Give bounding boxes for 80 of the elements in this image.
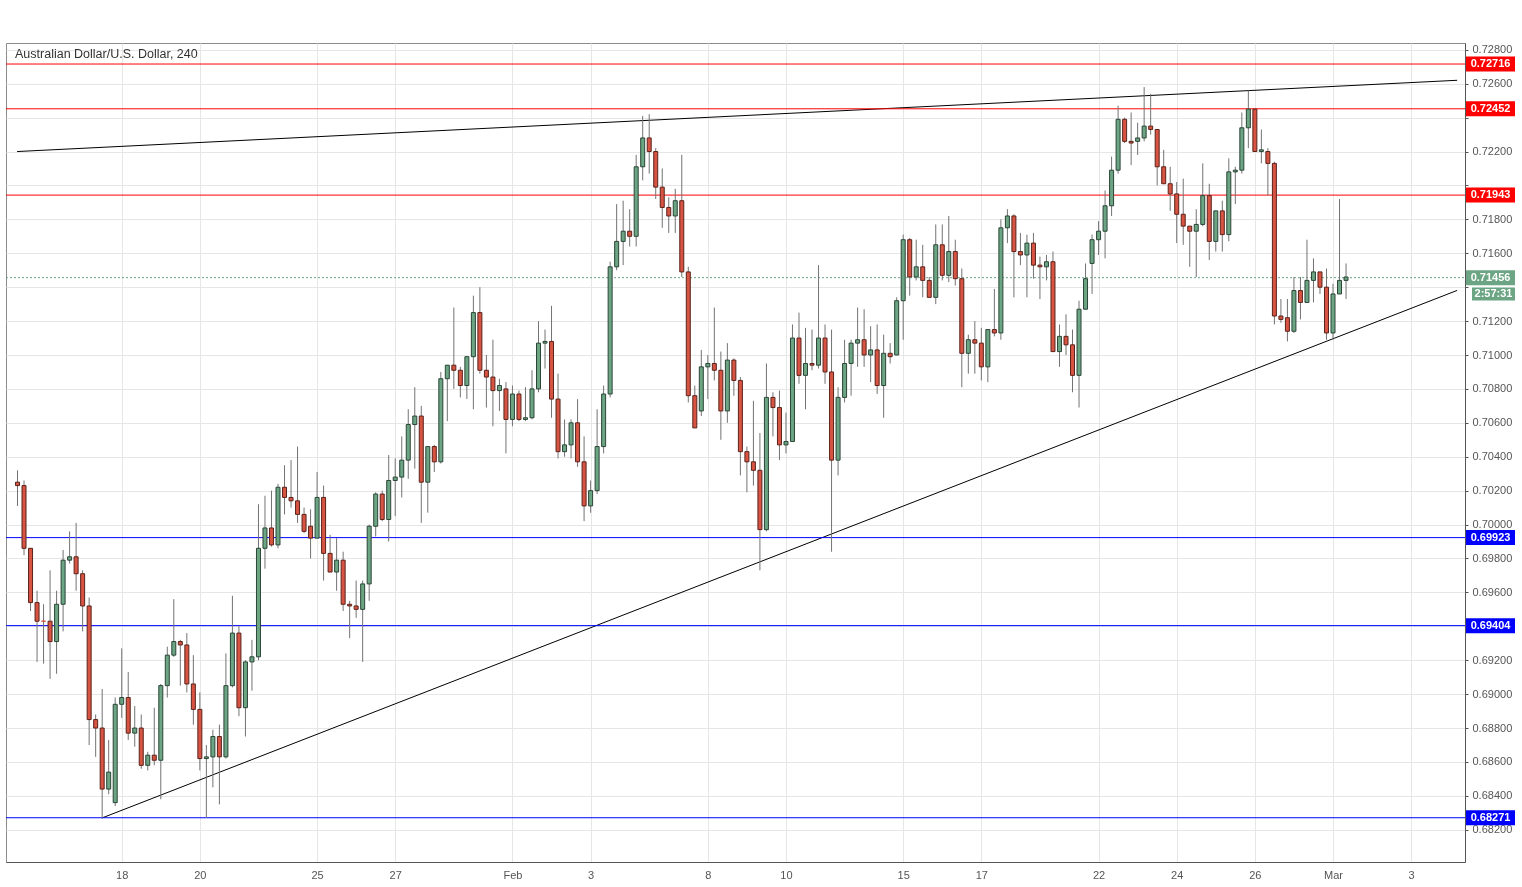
candlestick bbox=[1219, 200, 1225, 253]
x-tick-label: 17 bbox=[975, 868, 988, 881]
x-tick-label: 26 bbox=[1249, 868, 1262, 881]
x-tick-label: 15 bbox=[897, 868, 910, 881]
candlestick bbox=[151, 707, 157, 766]
candlestick bbox=[353, 580, 359, 619]
candlestick bbox=[972, 320, 978, 375]
y-tick-label: 0.72600 bbox=[1472, 77, 1513, 90]
text: 2:57:31 bbox=[1474, 287, 1513, 299]
candlestick bbox=[978, 327, 984, 381]
candlestick bbox=[627, 208, 633, 247]
candlestick bbox=[1056, 323, 1062, 368]
ref-line-label: 0.71943 bbox=[1470, 188, 1511, 201]
y-tick-label: 0.69800 bbox=[1472, 551, 1513, 564]
candlestick bbox=[457, 366, 463, 398]
y-tick-label: 0.68400 bbox=[1472, 789, 1513, 802]
candlestick bbox=[620, 200, 626, 266]
candlestick bbox=[106, 739, 112, 795]
ref-line-label: 0.72716 bbox=[1470, 57, 1511, 70]
candlestick bbox=[444, 364, 450, 422]
candlestick bbox=[920, 244, 926, 298]
x-tick-label: 27 bbox=[389, 868, 402, 881]
candlestick bbox=[965, 334, 971, 375]
candlestick bbox=[268, 490, 274, 548]
y-tick-label: 0.68200 bbox=[1472, 823, 1513, 836]
candlestick bbox=[334, 537, 340, 592]
candlestick bbox=[1141, 86, 1147, 142]
candlestick bbox=[926, 276, 932, 298]
x-tick-label: 25 bbox=[311, 868, 324, 881]
y-tick-label: 0.72800 bbox=[1472, 43, 1513, 56]
candlestick bbox=[431, 444, 437, 473]
candlestick bbox=[216, 724, 222, 805]
chart-title: Australian Dollar/U.S. Dollar, 240 bbox=[15, 47, 198, 61]
candlestick bbox=[145, 751, 151, 771]
candlestick bbox=[496, 378, 502, 412]
candlestick bbox=[1245, 89, 1251, 149]
y-tick-label: 0.71800 bbox=[1472, 212, 1513, 225]
candlestick bbox=[451, 307, 457, 390]
candlestick bbox=[672, 188, 678, 234]
candlestick bbox=[132, 705, 138, 748]
y-tick-label: 0.68600 bbox=[1472, 755, 1513, 768]
ref-line-label: 0.69923 bbox=[1470, 530, 1511, 543]
y-tick-label: 0.68800 bbox=[1472, 721, 1513, 734]
ref-line-label: 0.69404 bbox=[1470, 618, 1512, 631]
candlestick bbox=[1148, 93, 1154, 136]
x-tick-label: 8 bbox=[705, 868, 712, 881]
candlestick bbox=[861, 308, 867, 368]
x-tick-label: 3 bbox=[1408, 868, 1415, 881]
x-tick-label: 3 bbox=[588, 868, 595, 881]
candlestick bbox=[1135, 122, 1141, 156]
ref-line-label: 0.71456 bbox=[1470, 270, 1511, 283]
ref-line-label: 0.68271 bbox=[1470, 810, 1511, 823]
x-tick-label: 10 bbox=[780, 868, 793, 881]
y-tick-label: 0.72200 bbox=[1472, 145, 1513, 158]
y-tick-label: 0.71200 bbox=[1472, 314, 1513, 327]
x-tick-label: 18 bbox=[116, 868, 129, 881]
x-tick-label: 24 bbox=[1171, 868, 1184, 881]
y-tick-label: 0.69600 bbox=[1472, 585, 1513, 598]
y-tick-label: 0.71000 bbox=[1472, 348, 1513, 361]
candlestick bbox=[803, 327, 809, 410]
y-tick-label: 0.70200 bbox=[1472, 484, 1513, 497]
candlestick bbox=[868, 325, 874, 383]
candlestick bbox=[809, 329, 815, 371]
y-tick-label: 0.70400 bbox=[1472, 450, 1513, 463]
y-tick-label: 0.71600 bbox=[1472, 246, 1513, 259]
x-tick-label: 22 bbox=[1092, 868, 1106, 881]
x-tick-label: Feb bbox=[503, 868, 523, 881]
x-tick-label: Mar bbox=[1324, 868, 1344, 881]
y-tick-label: 0.70000 bbox=[1472, 518, 1513, 531]
candlestick bbox=[991, 288, 997, 337]
y-tick-label: 0.69000 bbox=[1472, 687, 1513, 700]
y-tick-label: 0.70600 bbox=[1472, 416, 1513, 429]
candlestick bbox=[1297, 276, 1303, 320]
y-tick-label: 0.69200 bbox=[1472, 653, 1513, 666]
x-tick-label: 20 bbox=[194, 868, 207, 881]
y-tick-label: 0.70800 bbox=[1472, 382, 1513, 395]
candlestick bbox=[1024, 234, 1030, 298]
ref-line-label: 0.72452 bbox=[1470, 101, 1511, 114]
candlestick bbox=[1258, 128, 1264, 164]
candlestick bbox=[887, 342, 893, 364]
